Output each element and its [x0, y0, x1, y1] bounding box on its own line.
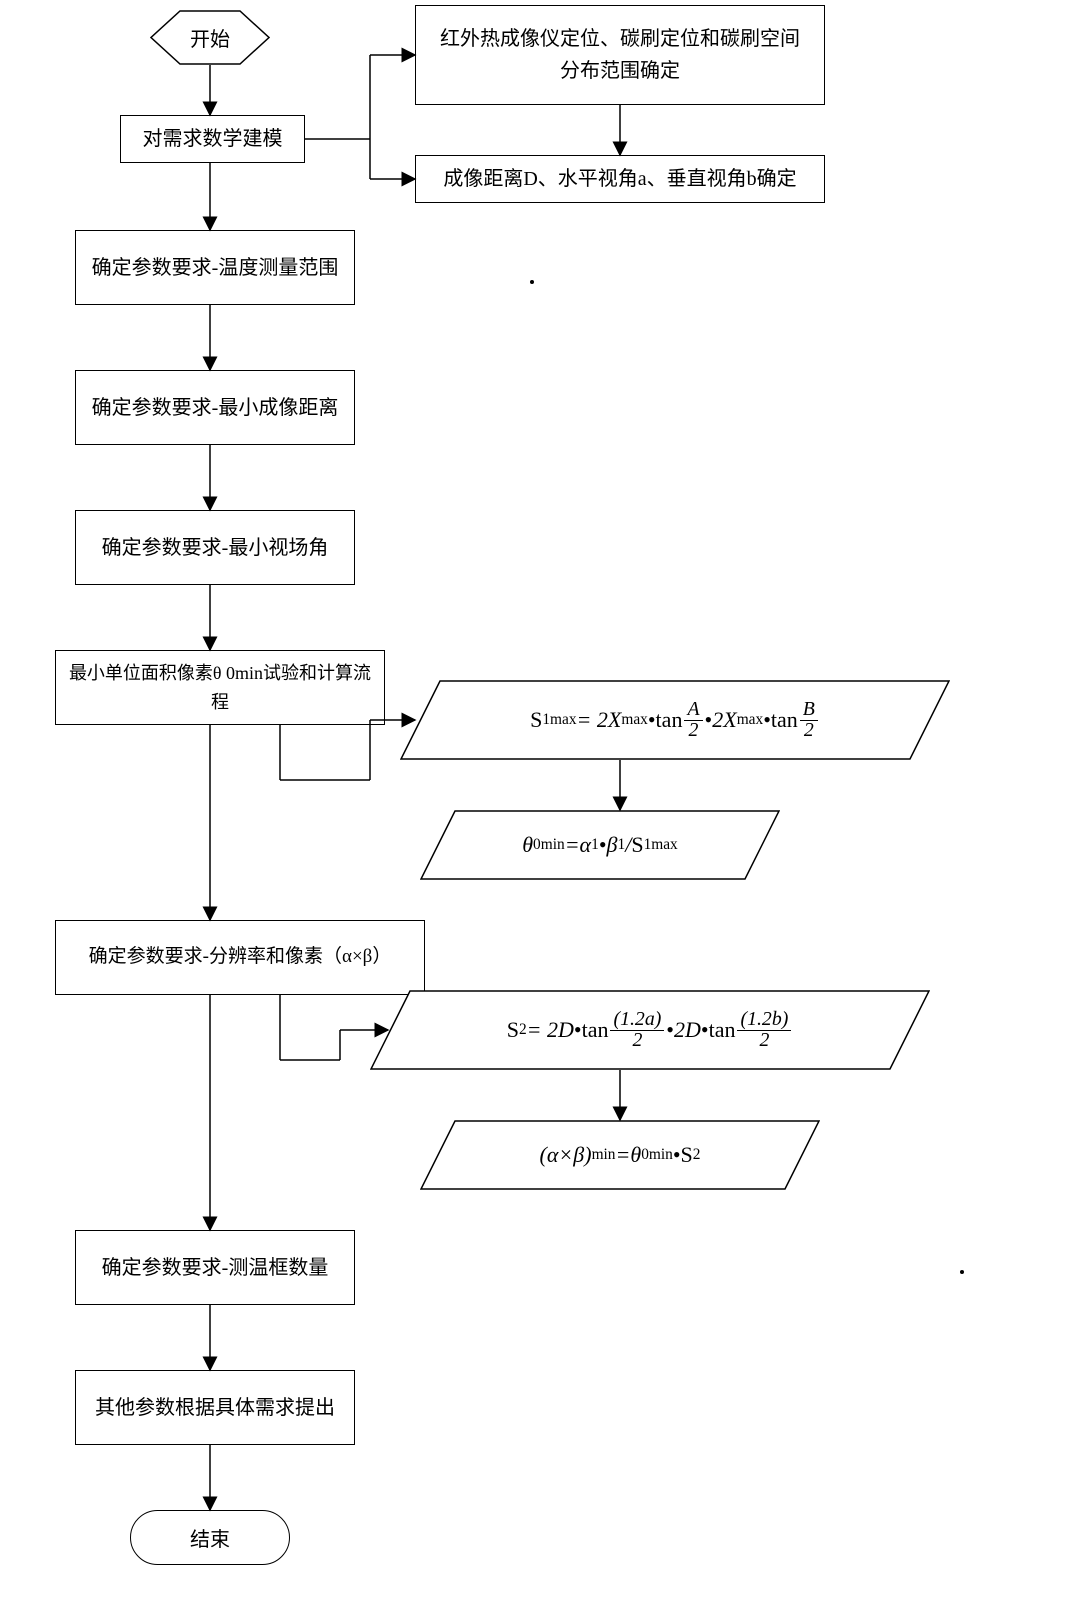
param-other-label: 其他参数根据具体需求提出	[95, 1392, 335, 1424]
eq2-node: θ0min = α1•β1 / S1max	[420, 810, 780, 880]
param-other-node: 其他参数根据具体需求提出	[75, 1370, 355, 1445]
param-box-node: 确定参数要求-测温框数量	[75, 1230, 355, 1305]
param-res-label: 确定参数要求-分辨率和像素（α×β）	[89, 942, 392, 972]
param-fov-node: 确定参数要求-最小视场角	[75, 510, 355, 585]
eq2-label: θ0min = α1•β1 / S1max	[420, 810, 780, 880]
eq1-node: S1max = 2Xmax•tanA2•2Xmax•tanB2	[400, 680, 950, 760]
side1-node: 红外热成像仪定位、碳刷定位和碳刷空间 分布范围确定	[415, 5, 825, 105]
start-node: 开始	[150, 10, 270, 65]
model-node: 对需求数学建模	[120, 115, 305, 163]
dot-decoration	[530, 280, 534, 284]
eq4-label: (α×β)min = θ0min•S2	[420, 1120, 820, 1190]
param-temp-label: 确定参数要求-温度测量范围	[92, 252, 339, 284]
param-dist-node: 确定参数要求-最小成像距离	[75, 370, 355, 445]
dot-decoration	[960, 1270, 964, 1274]
param-box-label: 确定参数要求-测温框数量	[102, 1252, 329, 1284]
param-theta-node: 最小单位面积像素θ 0min试验和计算流程	[55, 650, 385, 725]
param-dist-label: 确定参数要求-最小成像距离	[92, 392, 339, 424]
side1-label: 红外热成像仪定位、碳刷定位和碳刷空间 分布范围确定	[440, 23, 800, 87]
model-label: 对需求数学建模	[143, 123, 283, 155]
eq1-label: S1max = 2Xmax•tanA2•2Xmax•tanB2	[400, 680, 950, 760]
side2-node: 成像距离D、水平视角a、垂直视角b确定	[415, 155, 825, 203]
param-fov-label: 确定参数要求-最小视场角	[102, 532, 329, 564]
param-res-node: 确定参数要求-分辨率和像素（α×β）	[55, 920, 425, 995]
side2-label: 成像距离D、水平视角a、垂直视角b确定	[443, 163, 796, 195]
eq4-node: (α×β)min = θ0min•S2	[420, 1120, 820, 1190]
end-label: 结束	[190, 1523, 230, 1552]
start-label: 开始	[150, 10, 270, 65]
param-temp-node: 确定参数要求-温度测量范围	[75, 230, 355, 305]
param-theta-label: 最小单位面积像素θ 0min试验和计算流程	[62, 659, 378, 717]
end-node: 结束	[130, 1510, 290, 1565]
eq3-label: S2 = 2D•tan(1.2a)2•2D•tan(1.2b)2	[370, 990, 930, 1070]
eq3-node: S2 = 2D•tan(1.2a)2•2D•tan(1.2b)2	[370, 990, 930, 1070]
